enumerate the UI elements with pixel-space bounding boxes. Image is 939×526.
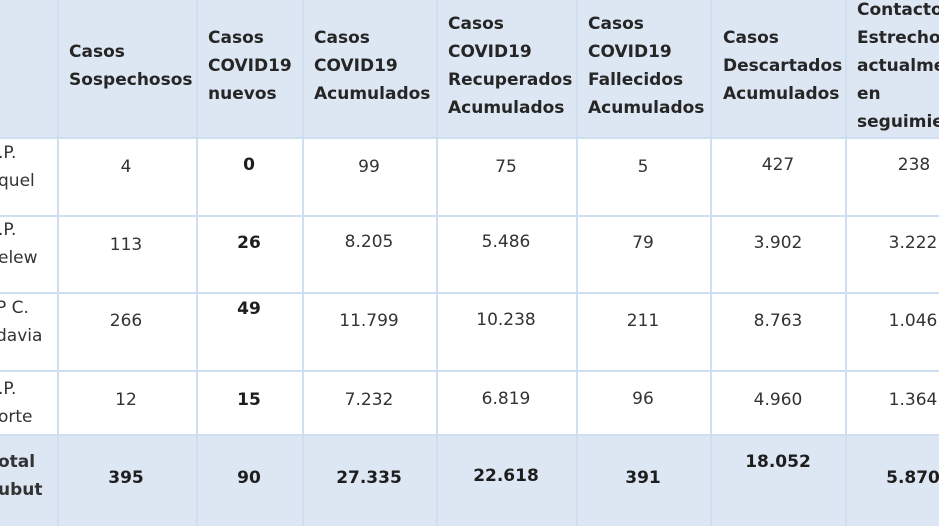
column-divider	[436, 0, 438, 526]
column-divider	[845, 0, 847, 526]
table-cell: 8.763	[753, 311, 803, 331]
table-cell: 15	[237, 390, 261, 410]
row-divider	[0, 370, 939, 372]
row-label: .P. quel	[0, 143, 35, 191]
total-cell: 5.870	[886, 468, 939, 488]
header-row-background	[0, 0, 939, 138]
table-cell: 4	[120, 157, 132, 177]
header-covid-recuperados: Casos COVID19 Recuperados Acumulados	[448, 14, 573, 118]
total-cell: 22.618	[473, 466, 539, 486]
table-cell: 238	[897, 155, 931, 175]
total-cell: 18.052	[745, 452, 811, 472]
header-casos-sospechosos: Casos Sospechosos	[69, 42, 193, 90]
table-cell: 8.205	[344, 232, 394, 252]
table-cell: 75	[495, 157, 517, 177]
row-divider	[0, 137, 939, 139]
total-cell: 391	[625, 468, 661, 488]
table-cell: 6.819	[481, 389, 531, 409]
table-cell: 113	[109, 235, 143, 255]
total-cell: 395	[108, 468, 144, 488]
column-divider	[57, 0, 59, 526]
row-divider	[0, 215, 939, 217]
table-cell: 5.486	[481, 232, 531, 252]
column-divider	[196, 0, 198, 526]
column-divider	[576, 0, 578, 526]
table-cell: 12	[115, 390, 137, 410]
table-cell: 99	[358, 157, 380, 177]
table-cell: 266	[109, 311, 143, 331]
header-covid-nuevos: Casos COVID19 nuevos	[208, 28, 292, 104]
header-covid-fallecidos: Casos COVID19 Fallecidos Acumulados	[588, 14, 705, 118]
table-cell: 0	[243, 155, 255, 175]
table-cell: 49	[237, 299, 261, 319]
table-cell: 26	[237, 233, 261, 253]
total-cell: 27.335	[336, 468, 402, 488]
table-cell: 5	[637, 157, 649, 177]
total-cell: 90	[237, 468, 261, 488]
table-cell: 7.232	[344, 390, 394, 410]
table-cell: 4.960	[753, 390, 803, 410]
table-cell: 79	[632, 233, 654, 253]
column-divider	[302, 0, 304, 526]
table-cell: 10.238	[476, 310, 536, 330]
row-label: P C. davia	[0, 298, 43, 346]
table-cell: 427	[761, 155, 795, 175]
row-label: .P. orte	[0, 379, 33, 427]
table-cell: 1.364	[888, 390, 938, 410]
row-divider	[0, 292, 939, 294]
total-row-label: otal ubut	[0, 452, 43, 500]
table-cell: 1.046	[888, 311, 938, 331]
row-label: .P. elew	[0, 220, 38, 268]
row-divider	[0, 434, 939, 436]
table-cell: 11.799	[339, 311, 399, 331]
header-casos-descartados: Casos Descartados Acumulados	[723, 28, 843, 104]
table-cell: 3.902	[753, 233, 803, 253]
table-cell: 211	[626, 311, 660, 331]
column-divider	[710, 0, 712, 526]
table-cell: 96	[632, 389, 654, 409]
header-contactos-estrechos: Contactos Estrechos actualme en seguimie…	[857, 0, 939, 132]
table-cell: 3.222	[888, 233, 938, 253]
total-row-background	[0, 435, 939, 526]
header-covid-acumulados: Casos COVID19 Acumulados	[314, 28, 431, 104]
